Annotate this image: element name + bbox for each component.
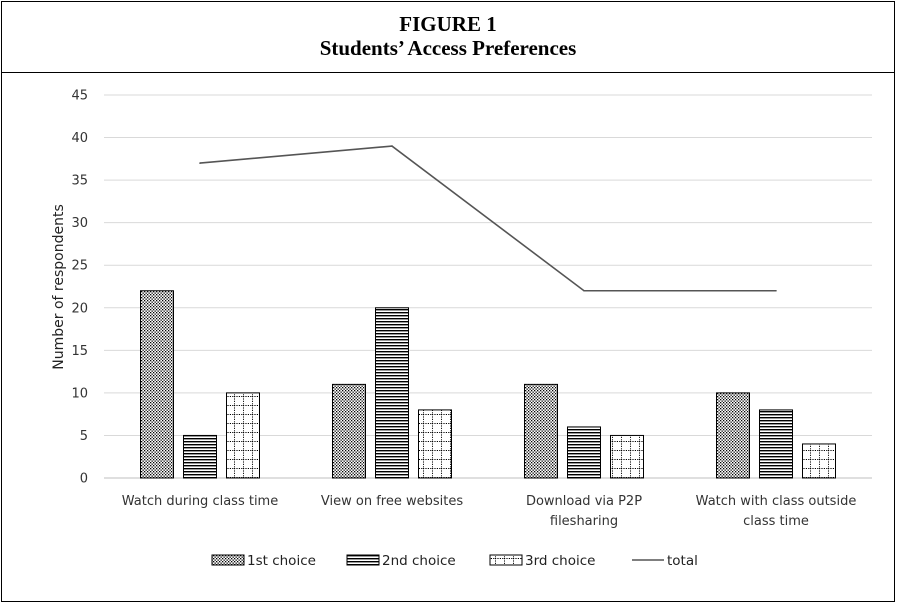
y-tick-label: 5 [80,429,88,444]
category-label: filesharing [550,514,618,529]
bar-1st-choice-1 [332,383,366,479]
y-tick-label: 45 [71,89,88,104]
legend-label-total: total [667,553,698,569]
bar-2nd-choice-2 [567,426,601,479]
bar-1st-choice-2 [524,383,558,479]
grid-lines [104,94,872,479]
legend-swatch-2nd-choice [346,554,380,566]
y-tick-label: 15 [71,344,88,359]
bar-3rd-choice-0 [226,392,260,479]
bar-3rd-choice-2 [610,434,644,479]
legend-swatch-3rd-choice [489,554,523,566]
figure-title-box: FIGURE 1 Students’ Access Preferences [2,2,894,73]
y-tick-label: 30 [71,216,88,231]
y-tick-label: 20 [71,301,88,316]
category-labels: Watch during class time View on free webs… [122,494,857,529]
legend-swatch-1st-choice [211,554,245,566]
legend-label-1st-choice: 1st choice [247,553,316,569]
total-point [391,145,393,147]
total-line-layer [199,145,777,292]
bar-2nd-choice-1 [375,307,409,479]
y-tick-label: 10 [71,386,88,401]
figure-label: FIGURE 1 [399,12,497,36]
total-point [775,289,777,292]
y-axis-title: Number of respondents [51,204,67,369]
total-point [583,289,585,292]
bar-2nd-choice-0 [183,434,217,479]
total-point [199,162,201,164]
category-label: Download via P2P [526,494,642,509]
bar-3rd-choice-3 [802,443,836,479]
category-label: class time [743,514,809,529]
tick-labels: 0 5 10 15 20 25 30 35 40 45 [71,89,88,487]
y-tick-label: 25 [71,259,88,274]
y-tick-label: 40 [71,131,88,146]
legend-label-2nd-choice: 2nd choice [382,553,456,569]
y-tick-label: 35 [71,174,88,189]
total-line [199,145,776,292]
bar-2nd-choice-3 [759,409,793,479]
legend-label-3rd-choice: 3rd choice [525,553,595,569]
category-label: Watch during class time [122,494,278,509]
bars [140,290,836,479]
bar-1st-choice-3 [716,392,750,479]
y-tick-label: 0 [80,472,88,487]
bar-3rd-choice-1 [418,409,452,479]
category-label: View on free websites [321,494,463,509]
bar-1st-choice-0 [140,290,174,479]
figure-title: Students’ Access Preferences [319,36,577,60]
legend: 1st choice 2nd choice 3rd choice total [211,553,698,569]
category-label: Watch with class outside [696,494,857,509]
